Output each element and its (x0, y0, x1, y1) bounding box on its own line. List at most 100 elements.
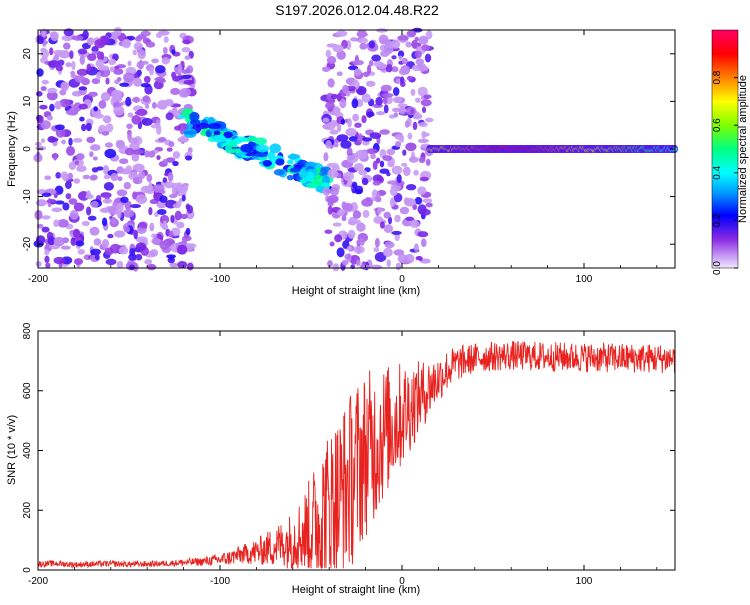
colorbar-tick-label: 0.2 (712, 213, 723, 227)
heatmap-cell (148, 181, 153, 192)
heatmap-cell (156, 209, 167, 215)
heatmap-cell (86, 37, 95, 46)
heatmap-cell (425, 30, 433, 40)
heatmap-cell (146, 173, 153, 183)
heatmap-cell (212, 134, 226, 143)
heatmap-cell (89, 226, 100, 236)
heatmap-cell (365, 80, 376, 87)
heatmap-cell (119, 158, 129, 165)
heatmap-cell (185, 227, 191, 236)
heatmap-cell (69, 50, 74, 59)
heatmap-cell (379, 221, 385, 229)
heatmap-cell (64, 180, 72, 190)
heatmap-cell (418, 35, 429, 45)
heatmap-cell (370, 264, 383, 270)
heatmap-cell (125, 96, 132, 107)
heatmap-cell (116, 189, 128, 197)
heatmap-cell (385, 44, 394, 55)
heatmap-cell (177, 244, 188, 255)
heatmap-cell (75, 240, 85, 247)
heatmap-cell (336, 123, 342, 132)
heatmap-cell (356, 88, 366, 94)
heatmap-cell (389, 114, 395, 119)
heatmap-cell (141, 117, 153, 126)
heatmap-cell (165, 112, 174, 121)
heatmap-cell (383, 104, 389, 114)
snr-y-axis: 0 200 400 600 800 (22, 322, 675, 573)
heatmap-cell (140, 185, 151, 194)
heatmap-cell (182, 236, 188, 244)
heatmap-cell (54, 100, 62, 110)
heatmap-cell (223, 131, 233, 139)
heatmap-cell (342, 240, 350, 249)
heatmap-cell (101, 239, 110, 249)
heatmap-cell (44, 175, 52, 181)
heatmap-cell (382, 155, 393, 161)
heatmap-cell (50, 137, 59, 142)
heatmap-cell (155, 32, 163, 39)
heatmap-cell (39, 104, 48, 110)
heatmap-cell (411, 39, 418, 49)
colorbar-axis: 0.0 0.2 0.4 0.6 0.8 (712, 70, 738, 275)
heatmap-cell (325, 139, 332, 149)
heatmap-cell (415, 97, 421, 103)
heatmap-cell (340, 140, 352, 149)
heatmap-cell (174, 210, 182, 221)
heatmap-cell (47, 87, 58, 94)
heatmap-cell (356, 32, 369, 37)
heatmap-cell (143, 75, 151, 84)
heatmap-cell (78, 103, 88, 110)
heatmap-cell (100, 92, 111, 102)
heatmap-cell (133, 77, 142, 87)
heatmap-cell (397, 103, 408, 108)
heatmap-cell (386, 180, 399, 185)
heatmap-cell (90, 248, 102, 256)
heatmap-cell (37, 36, 44, 45)
heatmap-cell (332, 222, 342, 227)
heatmap-cell (65, 193, 72, 200)
heatmap-cell (397, 254, 408, 264)
heatmap-cell (49, 103, 55, 112)
heatmap-cell (422, 198, 433, 204)
heatmap-cell (286, 174, 294, 181)
heatmap-cell (170, 214, 175, 224)
heatmap-cell (144, 103, 150, 109)
heatmap-cell (326, 56, 337, 65)
colorbar-gradient (711, 29, 739, 269)
heatmap-cell (177, 260, 188, 269)
heatmap-cell (373, 247, 380, 253)
heatmap-cell (35, 91, 43, 97)
heatmap-cell (362, 137, 373, 142)
heatmap-cell (131, 115, 141, 125)
x-tick-label: -100 (210, 274, 230, 285)
heatmap-cell (40, 138, 46, 144)
heatmap-cell (73, 202, 85, 212)
snr-plot-area (38, 331, 675, 570)
heatmap-cell (114, 199, 122, 204)
heatmap-cell (98, 124, 107, 133)
heatmap-cell (162, 220, 168, 229)
heatmap-cell (75, 153, 85, 161)
heatmap-cell (113, 105, 125, 116)
heatmap-cell (387, 216, 393, 225)
heatmap-cell (359, 42, 368, 50)
heatmap-cell (161, 57, 170, 65)
heatmap-cell (120, 196, 129, 203)
heatmap-cell (324, 229, 333, 234)
heatmap-cell (60, 82, 68, 90)
heatmap-cell (73, 137, 83, 143)
heatmap-cell (333, 142, 339, 148)
heatmap-cell (346, 154, 359, 164)
heatmap-cell (255, 144, 269, 153)
heatmap-cell (418, 63, 427, 72)
heatmap-cell (86, 190, 91, 199)
heatmap-cell (306, 182, 319, 189)
heatmap-cell (162, 46, 168, 55)
heatmap-cell (421, 106, 427, 114)
snr-y-label: SNR (10 * v/v) (6, 415, 18, 485)
heatmap-cell (190, 119, 201, 126)
heatmap-cell (392, 96, 403, 104)
heatmap-cell (144, 259, 153, 265)
heatmap-cell (107, 233, 114, 239)
heatmap-cell (51, 207, 63, 213)
